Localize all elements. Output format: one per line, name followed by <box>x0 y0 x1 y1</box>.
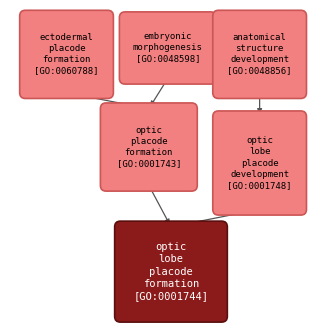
Text: embryonic
morphogenesis
[GO:0048598]: embryonic morphogenesis [GO:0048598] <box>133 32 203 64</box>
FancyBboxPatch shape <box>213 111 307 215</box>
Text: ectodermal
placode
formation
[GO:0060788]: ectodermal placode formation [GO:0060788… <box>34 33 99 76</box>
Text: optic
placode
formation
[GO:0001743]: optic placode formation [GO:0001743] <box>117 126 181 168</box>
Text: anatomical
structure
development
[GO:0048856]: anatomical structure development [GO:004… <box>227 33 292 76</box>
Text: optic
lobe
placode
development
[GO:0001748]: optic lobe placode development [GO:00017… <box>227 136 292 190</box>
FancyBboxPatch shape <box>213 10 307 98</box>
Text: optic
lobe
placode
formation
[GO:0001744]: optic lobe placode formation [GO:0001744… <box>133 242 208 302</box>
FancyBboxPatch shape <box>20 10 113 98</box>
FancyBboxPatch shape <box>120 12 216 84</box>
FancyBboxPatch shape <box>115 221 227 322</box>
FancyBboxPatch shape <box>100 103 197 191</box>
